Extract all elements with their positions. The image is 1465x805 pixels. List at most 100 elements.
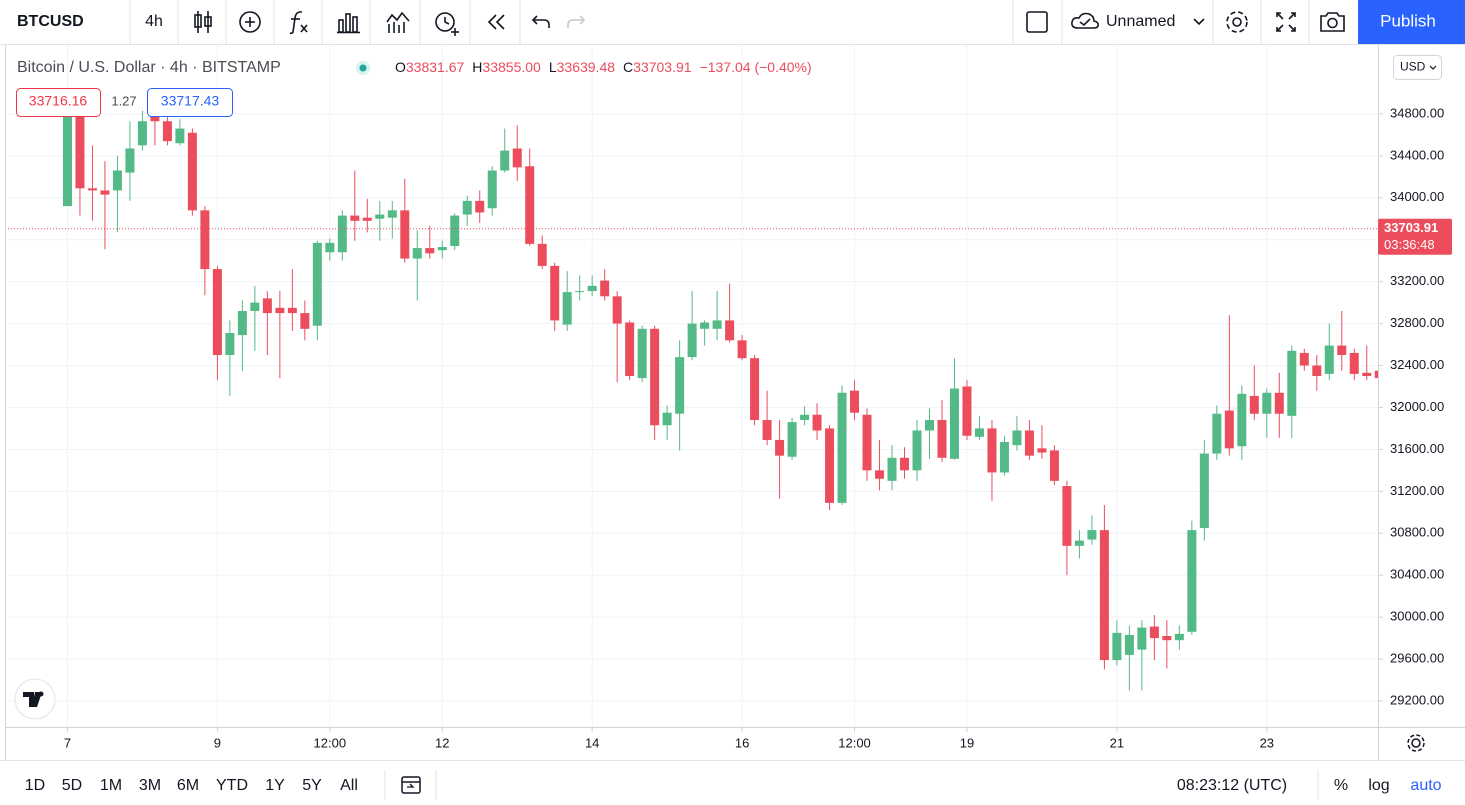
bottom-toolbar: 08:23:12 (UTC) 1D 5D 1M 3M 6M YTD 1Y 5Y All% log a… <box>0 760 1465 800</box>
y-tick-label: 32800.00 <box>1390 315 1444 330</box>
compare-icon[interactable] <box>239 11 261 33</box>
scale-option[interactable]: auto <box>1410 777 1441 794</box>
candle-body <box>999 442 1009 473</box>
x-tick-label: 7 <box>64 735 71 750</box>
x-tick-label: 21 <box>1110 735 1124 750</box>
range-button[interactable]: 5Y <box>302 777 322 794</box>
x-tick-label: 9 <box>214 735 221 750</box>
cloud-icon[interactable] <box>1071 12 1099 29</box>
settings-icon[interactable] <box>1226 11 1248 33</box>
scale-option[interactable]: % <box>1334 777 1348 794</box>
candle-body <box>1374 370 1378 379</box>
candle-body <box>62 103 72 207</box>
layout-name[interactable]: Unnamed <box>1106 13 1175 30</box>
candle-body <box>575 291 585 293</box>
candle-body <box>875 470 885 479</box>
range-button[interactable]: 3M <box>139 777 161 794</box>
interval[interactable]: 4h <box>145 13 163 30</box>
candle-body <box>87 188 97 191</box>
range-button[interactable]: All <box>340 777 358 794</box>
range-button[interactable]: YTD <box>216 777 248 794</box>
candle-body <box>1324 345 1334 374</box>
legend: Bitcoin / U.S. Dollar · 4h · BITSTAMP O3… <box>17 59 812 77</box>
sell-box[interactable] <box>16 88 101 117</box>
candle-body <box>250 302 260 311</box>
y-tick-label: 33200.00 <box>1390 273 1444 288</box>
undo-icon[interactable] <box>531 15 550 28</box>
candle-body <box>375 214 385 219</box>
symbol[interactable]: BTCUSD <box>17 13 84 30</box>
order-panel: 33716.16 1.27 33717.43 <box>16 88 233 117</box>
fullscreen-icon[interactable] <box>1276 12 1296 32</box>
candle-body <box>737 340 747 359</box>
last-price-tag <box>1378 218 1452 255</box>
range-button[interactable]: 6M <box>177 777 199 794</box>
legend-title: Bitcoin / U.S. Dollar · 4h · BITSTAMP <box>17 59 281 76</box>
candle-body <box>287 307 297 314</box>
range-button[interactable]: 5D <box>62 777 82 794</box>
candle-body <box>750 358 760 421</box>
select-icon[interactable] <box>1026 11 1048 33</box>
candle-body <box>475 200 485 213</box>
candle-body <box>262 298 272 314</box>
redo-icon[interactable] <box>567 15 586 28</box>
candle-body <box>1349 352 1359 374</box>
y-tick-label: 32400.00 <box>1390 357 1444 372</box>
candle-body <box>425 248 435 254</box>
candle-body <box>550 265 560 321</box>
x-tick-label: 16 <box>735 735 749 750</box>
candle-body <box>412 248 422 259</box>
alert-icon[interactable] <box>435 12 459 36</box>
indicators-icon[interactable] <box>289 11 308 35</box>
grid <box>5 45 1378 727</box>
buy-box[interactable] <box>147 88 233 117</box>
candle-body <box>1124 634 1134 655</box>
candle-body <box>1074 540 1084 546</box>
candle-body <box>1174 633 1184 641</box>
candle-body <box>1299 352 1309 366</box>
spread: 1.27 <box>111 93 136 108</box>
candle-body <box>787 422 797 457</box>
replay-icon[interactable] <box>487 14 505 30</box>
ohlc-value: 33831.67 <box>406 59 465 75</box>
candle-body <box>887 457 897 481</box>
publish-button[interactable] <box>1358 0 1465 44</box>
candle-body <box>650 328 660 426</box>
axis-settings-icon[interactable] <box>1407 734 1425 752</box>
templates-icon[interactable] <box>386 11 410 33</box>
candle-body <box>1212 413 1222 454</box>
ohlc-value: 33639.48 <box>557 59 616 75</box>
scale-option[interactable]: log <box>1368 777 1389 794</box>
candle-body <box>1012 430 1022 446</box>
publish-label[interactable]: Publish <box>1380 11 1436 30</box>
candle-body <box>225 333 235 356</box>
snapshot-icon[interactable] <box>1320 12 1345 32</box>
currency-button[interactable] <box>1393 55 1442 80</box>
chart-style-icon[interactable] <box>194 11 212 33</box>
last-price-label: 33703.91 <box>1384 220 1438 235</box>
currency-chevron[interactable] <box>1429 65 1437 70</box>
ohlc-label: H <box>472 59 482 75</box>
candle-body <box>837 392 847 503</box>
candle-body <box>350 215 360 221</box>
currency-label[interactable]: USD <box>1400 60 1426 74</box>
layout-chevron[interactable] <box>1193 18 1205 26</box>
candle-body <box>900 457 910 471</box>
buy-price[interactable]: 33717.43 <box>161 93 220 109</box>
candle-body <box>675 357 685 414</box>
candle-body <box>237 310 247 336</box>
sell-price[interactable]: 33716.16 <box>29 93 88 109</box>
range-button[interactable]: 1M <box>100 777 122 794</box>
candle-body <box>300 313 310 329</box>
range-button[interactable]: 1D <box>25 777 45 794</box>
range-button[interactable]: 1Y <box>265 777 285 794</box>
candle-body <box>625 322 635 376</box>
y-tick-label: 32000.00 <box>1390 399 1444 414</box>
goto-date-icon[interactable] <box>401 776 421 794</box>
candle-body <box>825 428 835 503</box>
financials-icon[interactable] <box>337 13 360 34</box>
clock[interactable]: 08:23:12 (UTC) <box>1177 777 1287 794</box>
candle-body <box>1262 392 1272 414</box>
logo[interactable] <box>14 678 56 720</box>
